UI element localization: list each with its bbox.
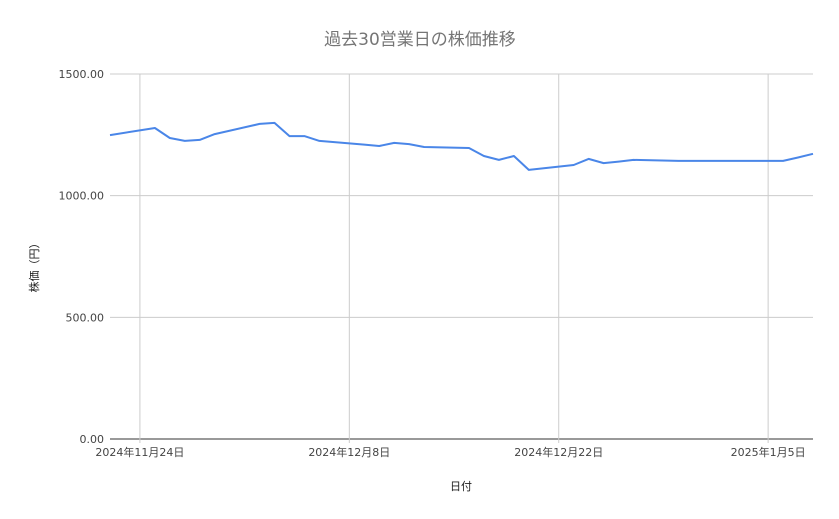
x-tick-label: 2025年1月5日 xyxy=(731,445,806,459)
x-axis-label: 日付 xyxy=(450,480,472,493)
series xyxy=(109,121,814,171)
y-tick-label: 0.00 xyxy=(80,433,105,446)
y-tick-label: 1500.00 xyxy=(59,68,105,81)
y-axis-label: 株価（円） xyxy=(27,238,41,293)
y-tick-label: 1000.00 xyxy=(59,190,105,203)
chart-title: 過去30営業日の株価推移 xyxy=(324,30,516,50)
x-axis: 2024年11月24日 2024年12月8日 2024年12月22日 2025年1月5… xyxy=(95,445,805,459)
x-tick-label: 2024年11月24日 xyxy=(95,445,184,459)
y-axis: 0.00 500.00 1000.00 1500.00 xyxy=(59,68,105,446)
price-line xyxy=(109,121,814,171)
grid xyxy=(110,73,813,443)
x-tick-label: 2024年12月22日 xyxy=(514,445,603,459)
x-tick-label: 2024年12月8日 xyxy=(308,445,390,459)
y-tick-label: 500.00 xyxy=(66,311,105,324)
